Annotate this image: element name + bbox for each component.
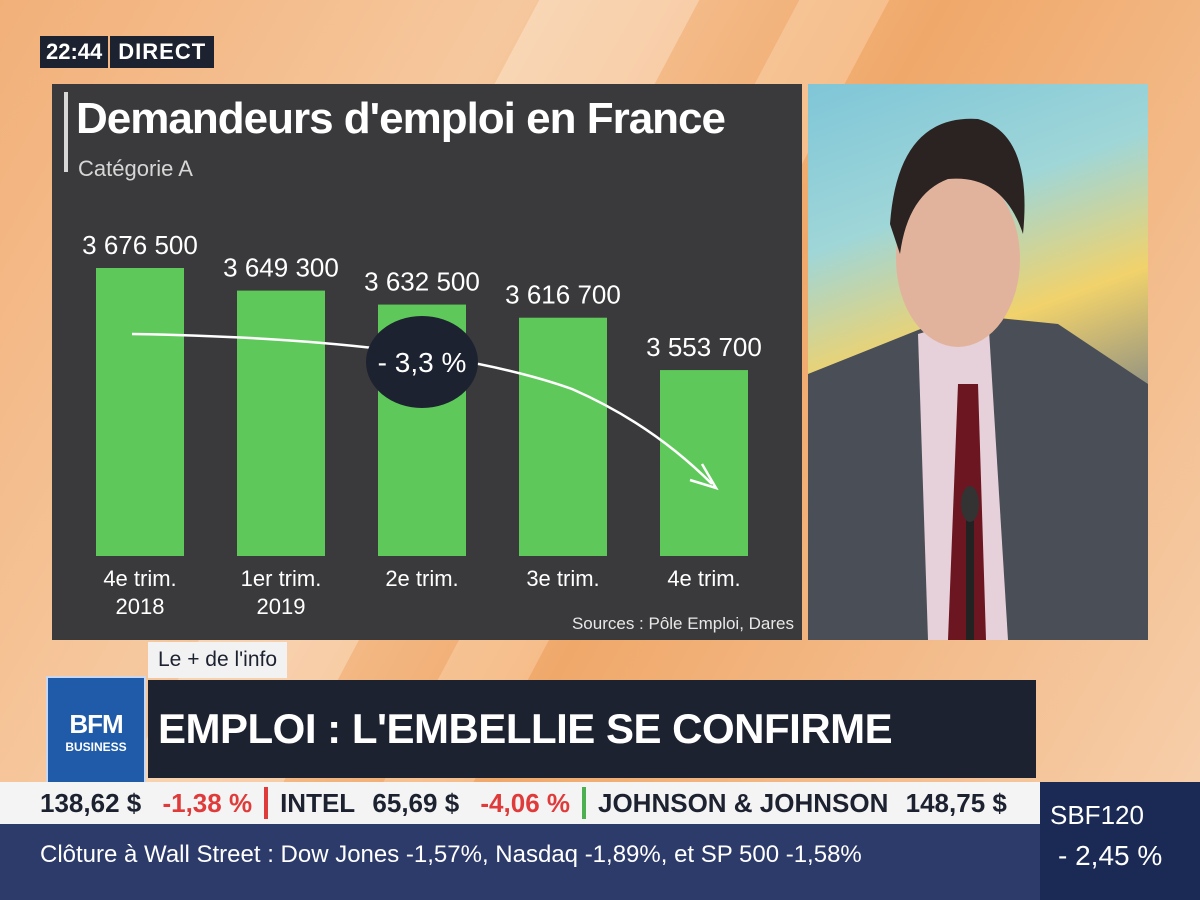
ticker-name: INTEL: [280, 787, 356, 818]
bar-value-label: 3 616 700: [505, 280, 621, 310]
category-label: 2018: [116, 594, 165, 619]
category-label: 4e trim.: [667, 566, 740, 591]
bar-value-label: 3 649 300: [223, 253, 339, 283]
category-label: 4e trim.: [103, 566, 176, 591]
change-bubble: [366, 316, 478, 408]
bar: [519, 317, 607, 556]
category-label: 2019: [257, 594, 306, 619]
chart-title: Demandeurs d'emploi en France: [76, 94, 726, 143]
presenter-video: [808, 84, 1148, 640]
title-accent-bar: [64, 92, 68, 172]
bar-value-label: 3 676 500: [82, 230, 198, 260]
ticker-item: 138,62 $ -1,38 %: [30, 788, 252, 819]
segment-tag: Le + de l'info: [148, 642, 288, 678]
news-crawl: Clôture à Wall Street : Dow Jones -1,57%…: [0, 824, 1040, 900]
arrow-head: [689, 463, 719, 491]
ticker-price: 65,69 $: [372, 787, 460, 818]
trend-arrow: [131, 332, 713, 485]
ticker-item: JOHNSON & JOHNSON 148,75 $: [598, 788, 1021, 819]
category-label: 2e trim.: [385, 566, 458, 591]
ticker-item: INTEL 65,69 $ -4,06 %: [280, 788, 570, 819]
index-box: SBF120 - 2,45 %: [1040, 782, 1200, 900]
clock-time: 22:44: [40, 36, 109, 68]
ticker-change: -1,38 %: [162, 787, 253, 818]
stock-ticker: 138,62 $ -1,38 % INTEL 65,69 $ -4,06 % J…: [0, 782, 1040, 824]
chart-subtitle: Catégorie A: [78, 156, 193, 181]
headline: EMPLOI : L'EMBELLIE SE CONFIRME: [148, 680, 1036, 778]
bar: [660, 370, 748, 556]
chart-source: Sources : Pôle Emploi, Dares: [571, 614, 794, 633]
chart-panel: Demandeurs d'emploi en France Catégorie …: [52, 84, 802, 640]
ticker-price: 138,62 $: [40, 787, 142, 818]
bar-value-label: 3 553 700: [646, 332, 762, 362]
logo-text: BFM: [69, 708, 123, 739]
ticker-change: -4,06 %: [480, 787, 570, 818]
ticker-separator: [582, 787, 586, 819]
index-name: SBF120: [1050, 800, 1144, 830]
broadcast-clock: 22:44 DIRECT: [40, 36, 215, 68]
ticker-price: 148,75 $: [905, 787, 1007, 818]
logo-subtext: BUSINESS: [65, 739, 127, 754]
channel-logo: BFM BUSINESS: [46, 676, 146, 786]
ticker-separator: [264, 787, 269, 819]
bar: [96, 268, 184, 556]
bar: [237, 290, 325, 556]
change-annotation: - 3,3 %: [378, 347, 467, 378]
bar-chart: 3 676 500 4e trim. 2018 3 649 300 1er trim. 2…: [82, 230, 762, 619]
live-label: DIRECT: [110, 36, 215, 68]
category-label: 1er trim.: [241, 566, 322, 591]
index-change: - 2,45 %: [1058, 840, 1163, 871]
category-label: 3e trim.: [526, 566, 599, 591]
ticker-name: JOHNSON & JOHNSON: [598, 787, 889, 818]
presenter-figure: [808, 118, 1148, 640]
bar-value-label: 3 632 500: [364, 267, 480, 297]
